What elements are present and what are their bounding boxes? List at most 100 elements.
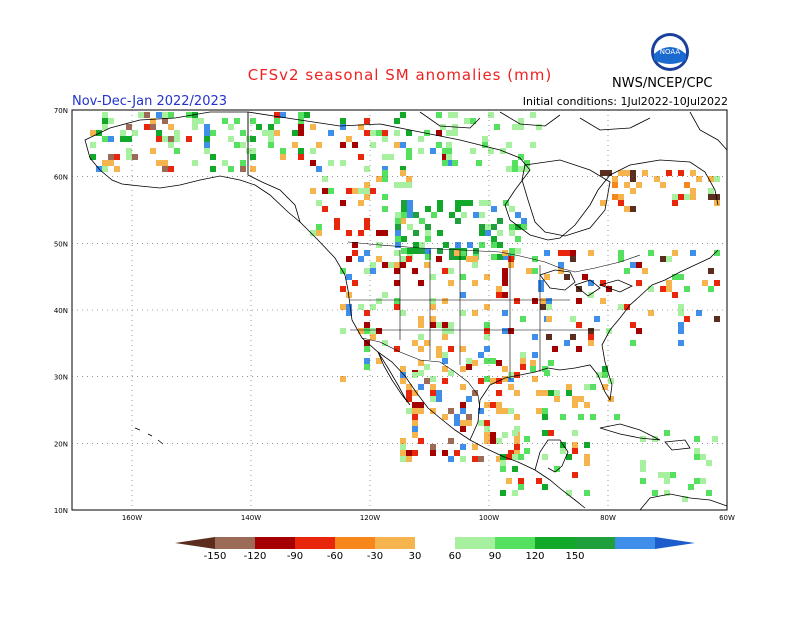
anomaly-cell <box>401 236 407 242</box>
anomaly-cell <box>292 130 298 136</box>
anomaly-cell <box>490 432 496 438</box>
lon-label: 80W <box>600 514 616 522</box>
anomaly-cell <box>714 176 720 182</box>
anomaly-cell <box>484 426 490 432</box>
anomaly-cell <box>497 218 503 224</box>
colorbar-label: -120 <box>244 551 267 562</box>
anomaly-cell <box>572 472 578 478</box>
anomaly-cell <box>590 384 596 390</box>
anomaly-cell <box>406 384 412 390</box>
anomaly-cell <box>536 478 542 484</box>
anomaly-cell <box>600 170 606 176</box>
anomaly-cell <box>412 414 418 420</box>
anomaly-cell <box>502 432 508 438</box>
anomaly-cell <box>540 304 546 310</box>
anomaly-cell <box>364 346 370 352</box>
colorbar-label: 30 <box>409 551 422 562</box>
anomaly-cell <box>491 242 497 248</box>
anomaly-cell <box>708 268 714 274</box>
colorbar-swatch <box>615 537 655 549</box>
lon-label: 60W <box>719 514 735 522</box>
anomaly-cell <box>618 256 624 262</box>
anomaly-cell <box>304 112 310 118</box>
anomaly-cell <box>500 490 506 496</box>
anomaly-cell <box>508 256 514 262</box>
anomaly-cell <box>491 236 497 242</box>
anomaly-cell <box>346 230 352 236</box>
anomaly-cell <box>654 176 660 182</box>
anomaly-cell <box>352 250 358 256</box>
anomaly-cell <box>708 286 714 292</box>
anomaly-cell <box>210 166 216 172</box>
anomaly-cell <box>690 194 696 200</box>
anomaly-cell <box>584 490 590 496</box>
anomaly-cell <box>540 298 546 304</box>
anomaly-cell <box>590 414 596 420</box>
anomaly-cell <box>156 136 162 142</box>
anomaly-cell <box>418 322 424 328</box>
anomaly-cell <box>340 124 346 130</box>
anomaly-cell <box>466 256 472 262</box>
anomaly-cell <box>168 112 174 118</box>
anomaly-cell <box>460 456 466 462</box>
anomaly-cell <box>506 478 512 484</box>
anomaly-cell <box>524 436 530 442</box>
anomaly-cell <box>442 414 448 420</box>
anomaly-cell <box>418 370 424 376</box>
anomaly-cell <box>488 112 494 118</box>
anomaly-cell <box>346 136 352 142</box>
anomaly-cell <box>250 154 256 160</box>
anomaly-cell <box>406 182 412 188</box>
anomaly-cell <box>460 420 466 426</box>
anomaly-cell <box>448 160 454 166</box>
anomaly-cell <box>382 292 388 298</box>
anomaly-cell <box>310 230 316 236</box>
anomaly-cell <box>364 182 370 188</box>
anomaly-cell <box>443 242 449 248</box>
anomaly-cell <box>364 328 370 334</box>
anomaly-cell <box>395 212 401 218</box>
anomaly-cell <box>640 436 646 442</box>
anomaly-cell <box>472 444 478 450</box>
anomaly-cell <box>461 254 467 260</box>
political-borders <box>247 112 641 411</box>
anomaly-cell <box>192 112 198 118</box>
anomaly-cell <box>424 262 430 268</box>
anomaly-cell <box>496 438 502 444</box>
forecast-period: Nov-Dec-Jan 2022/2023 <box>72 94 228 109</box>
anomaly-cell <box>648 250 654 256</box>
anomaly-cell <box>418 408 424 414</box>
map-title-text: CFSv2 seasonal SM anomalies (mm) <box>247 66 553 84</box>
anomaly-cell <box>412 426 418 432</box>
anomaly-cell <box>114 166 120 172</box>
anomaly-cell <box>479 224 485 230</box>
anomaly-cell <box>472 280 478 286</box>
anomaly-cell <box>678 328 684 334</box>
anomaly-cell <box>506 454 512 460</box>
anomaly-cell <box>700 454 706 460</box>
anomaly-cell <box>560 414 566 420</box>
anomaly-cell <box>476 160 482 166</box>
anomaly-cell <box>448 370 454 376</box>
anomaly-cell <box>526 268 532 274</box>
anomaly-cell <box>394 262 400 268</box>
anomaly-cell <box>570 250 576 256</box>
anomaly-cell <box>394 298 400 304</box>
anomaly-cell <box>401 212 407 218</box>
anomaly-cell <box>461 200 467 206</box>
anomaly-cell <box>648 286 654 292</box>
anomaly-cell <box>437 206 443 212</box>
anomaly-cell <box>240 166 246 172</box>
anomaly-cell <box>394 142 400 148</box>
colorbar-label: -60 <box>327 551 343 562</box>
anomaly-cell <box>144 112 150 118</box>
anomaly-cell <box>472 256 478 262</box>
anomaly-cell <box>664 430 670 436</box>
anomaly-cell <box>512 466 518 472</box>
anomaly-cell <box>352 188 358 194</box>
lon-label: 160W <box>122 514 142 522</box>
anomaly-cell <box>472 456 478 462</box>
anomaly-cell <box>268 124 274 130</box>
anomaly-cell <box>484 420 490 426</box>
anomaly-cell <box>204 130 210 136</box>
